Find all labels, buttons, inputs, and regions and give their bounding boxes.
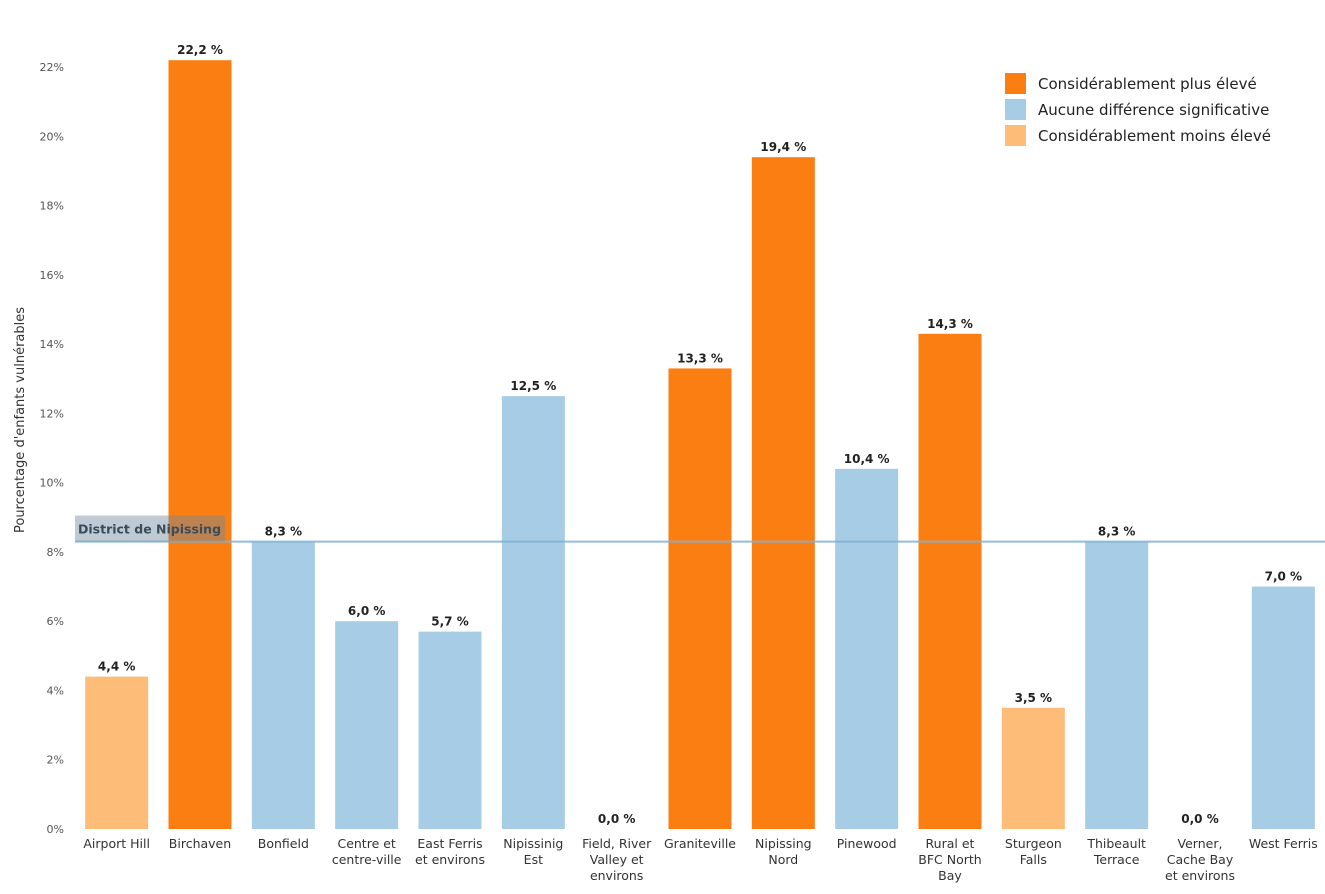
bar	[418, 631, 482, 829]
bar	[1251, 586, 1315, 829]
reference-label: District de Nipissing	[78, 522, 221, 537]
y-tick-label: 16%	[40, 269, 64, 282]
x-tick-label: Nipissing Nord	[755, 836, 812, 867]
reference-label-box	[75, 515, 225, 542]
y-tick-label: 14%	[40, 338, 64, 351]
legend: Considérablement plus élevé Aucune différ…	[1005, 73, 1271, 146]
x-tick-label: Rural et BFC North Bay	[918, 836, 981, 883]
bar	[85, 676, 149, 829]
bar-value-label: 0,0 %	[1181, 812, 1218, 826]
y-axis-label: Pourcentage d'enfants vulnérables	[13, 307, 28, 533]
x-tick-label: Bonfield	[258, 836, 309, 851]
y-tick-label: 12%	[40, 407, 64, 420]
bar-value-label: 4,4 %	[98, 660, 135, 674]
bar-value-label: 12,5 %	[510, 379, 556, 393]
x-tick-label: Verner, Cache Bay et environs	[1165, 836, 1235, 883]
bar	[751, 157, 815, 830]
y-tick-label: 22%	[40, 61, 64, 74]
y-axis: 0% 2% 4% 6% 8% 10% 12% 14% 16% 18% 20% 22%	[40, 61, 64, 836]
bar	[918, 333, 982, 829]
y-tick-label: 10%	[40, 477, 64, 490]
bar-value-label: 19,4 %	[760, 140, 806, 154]
bar-value-label: 10,4 %	[844, 452, 890, 466]
legend-swatch	[1005, 99, 1026, 120]
x-tick-label: East Ferris et environs	[415, 836, 485, 867]
x-tick-label: Birchaven	[169, 836, 231, 851]
bar-value-label: 7,0 %	[1265, 570, 1302, 584]
bar	[835, 468, 899, 829]
bar-value-label: 8,3 %	[265, 525, 302, 539]
bar	[501, 396, 565, 829]
bar-value-label: 6,0 %	[348, 604, 385, 618]
y-tick-label: 8%	[47, 546, 64, 559]
bar	[668, 368, 732, 829]
bar-value-label: 3,5 %	[1015, 691, 1052, 705]
legend-label: Considérablement plus élevé	[1038, 75, 1257, 93]
bar-value-label: 8,3 %	[1098, 525, 1135, 539]
bar-value-label: 0,0 %	[598, 812, 635, 826]
bar	[335, 621, 399, 829]
bar	[1085, 541, 1149, 829]
bar-value-label: 5,7 %	[431, 615, 468, 629]
y-tick-label: 20%	[40, 130, 64, 143]
x-axis: Airport Hill Birchaven Bonfield Centre et ce…	[83, 836, 1317, 883]
bar-value-label: 22,2 %	[177, 43, 223, 57]
y-tick-label: 18%	[40, 200, 64, 213]
data-labels: 4,4 % 22,2 % 8,3 % 6,0 % 5,7 % 12,5 % 0,0 % 13,…	[98, 43, 1302, 826]
legend-label: Considérablement moins élevé	[1038, 127, 1271, 145]
legend-swatch	[1005, 73, 1026, 94]
x-tick-label: Pinewood	[837, 836, 897, 851]
y-tick-label: 6%	[47, 615, 64, 628]
x-tick-label: Thibeault Terrace	[1086, 836, 1146, 867]
bar-value-label: 14,3 %	[927, 317, 973, 331]
y-tick-label: 0%	[47, 823, 64, 836]
x-tick-label: Nipissinig Est	[503, 836, 563, 867]
x-tick-label: Centre et centre-ville	[332, 836, 402, 867]
legend-label: Aucune différence significative	[1038, 101, 1269, 119]
legend-swatch	[1005, 125, 1026, 146]
bars	[85, 60, 1315, 830]
x-tick-label: West Ferris	[1249, 836, 1318, 851]
bar	[1001, 707, 1065, 829]
x-tick-label: Graniteville	[664, 836, 736, 851]
y-tick-label: 4%	[47, 684, 64, 697]
x-tick-label: Field, River Valley et environs	[582, 836, 652, 883]
x-tick-label: Sturgeon Falls	[1005, 836, 1062, 867]
bar	[168, 60, 232, 830]
x-tick-label: Airport Hill	[83, 836, 150, 851]
y-tick-label: 2%	[47, 754, 64, 767]
bar	[251, 541, 315, 829]
reference-line-group: District de Nipissing	[75, 515, 1325, 543]
bar-value-label: 13,3 %	[677, 351, 723, 365]
